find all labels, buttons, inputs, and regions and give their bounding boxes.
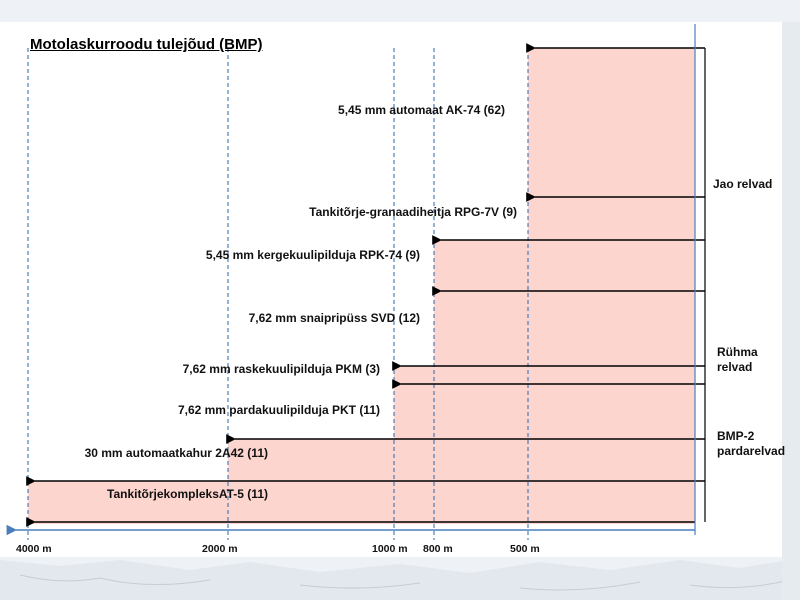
weapon-label: Tankitõrje-granaadiheitja RPG-7V (9) xyxy=(309,205,517,219)
axis-tick-label: 4000 m xyxy=(16,543,52,555)
weapon-label: 5,45 mm kergekuulipilduja RPK-74 (9) xyxy=(206,248,420,262)
range-block-4000 xyxy=(28,481,695,524)
page-title: Motolaskurroodu tulejõud (BMP) xyxy=(30,36,263,53)
weapon-label: TankitõrjekompleksAT-5 (11) xyxy=(107,487,268,501)
group-label: Rühma relvad xyxy=(717,345,758,374)
weapon-label: 7,62 mm snaipripüss SVD (12) xyxy=(249,311,420,325)
axis-tick-label: 500 m xyxy=(510,543,540,555)
weapon-label: 5,45 mm automaat AK-74 (62) xyxy=(338,103,505,117)
group-label: BMP-2 pardarelvad xyxy=(717,429,785,458)
group-label: Jao relvad xyxy=(713,177,772,191)
weapon-label: 7,62 mm raskekuulipilduja PKM (3) xyxy=(183,362,380,376)
axis-tick-label: 2000 m xyxy=(202,543,238,555)
weapon-label: 7,62 mm pardakuulipilduja PKT (11) xyxy=(178,403,380,417)
axis-tick-label: 800 m xyxy=(423,543,453,555)
weapon-label: 30 mm automaatkahur 2A42 (11) xyxy=(85,446,268,460)
axis-tick-label: 1000 m xyxy=(372,543,408,555)
